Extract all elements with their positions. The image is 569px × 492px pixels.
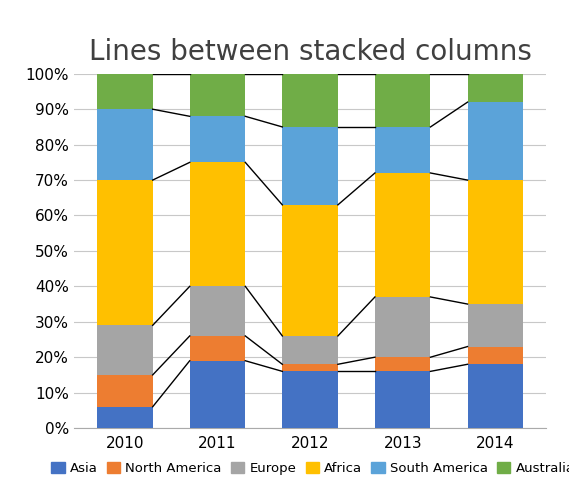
Bar <box>282 205 338 336</box>
Bar <box>375 173 431 297</box>
Bar <box>282 127 338 205</box>
Bar <box>282 371 338 428</box>
Bar <box>189 116 245 162</box>
Bar <box>375 371 431 428</box>
Bar <box>375 127 431 173</box>
Bar <box>468 180 523 304</box>
Bar <box>97 375 152 407</box>
Bar <box>97 180 152 325</box>
Bar <box>468 102 523 180</box>
Bar <box>468 74 523 102</box>
Bar <box>282 74 338 127</box>
Bar <box>375 74 431 127</box>
Bar <box>97 407 152 428</box>
Legend: Asia, North America, Europe, Africa, South America, Australia: Asia, North America, Europe, Africa, Sou… <box>46 457 569 481</box>
Bar <box>375 297 431 357</box>
Bar <box>375 357 431 371</box>
Title: Lines between stacked columns: Lines between stacked columns <box>89 38 531 66</box>
Bar <box>97 325 152 375</box>
Bar <box>189 74 245 116</box>
Bar <box>282 336 338 364</box>
Bar <box>468 304 523 346</box>
Bar <box>189 162 245 286</box>
Bar <box>468 346 523 364</box>
Bar <box>97 109 152 180</box>
Bar <box>189 361 245 428</box>
Bar <box>282 364 338 371</box>
Bar <box>97 74 152 109</box>
Bar <box>189 286 245 336</box>
Bar <box>468 364 523 428</box>
Bar <box>189 336 245 361</box>
